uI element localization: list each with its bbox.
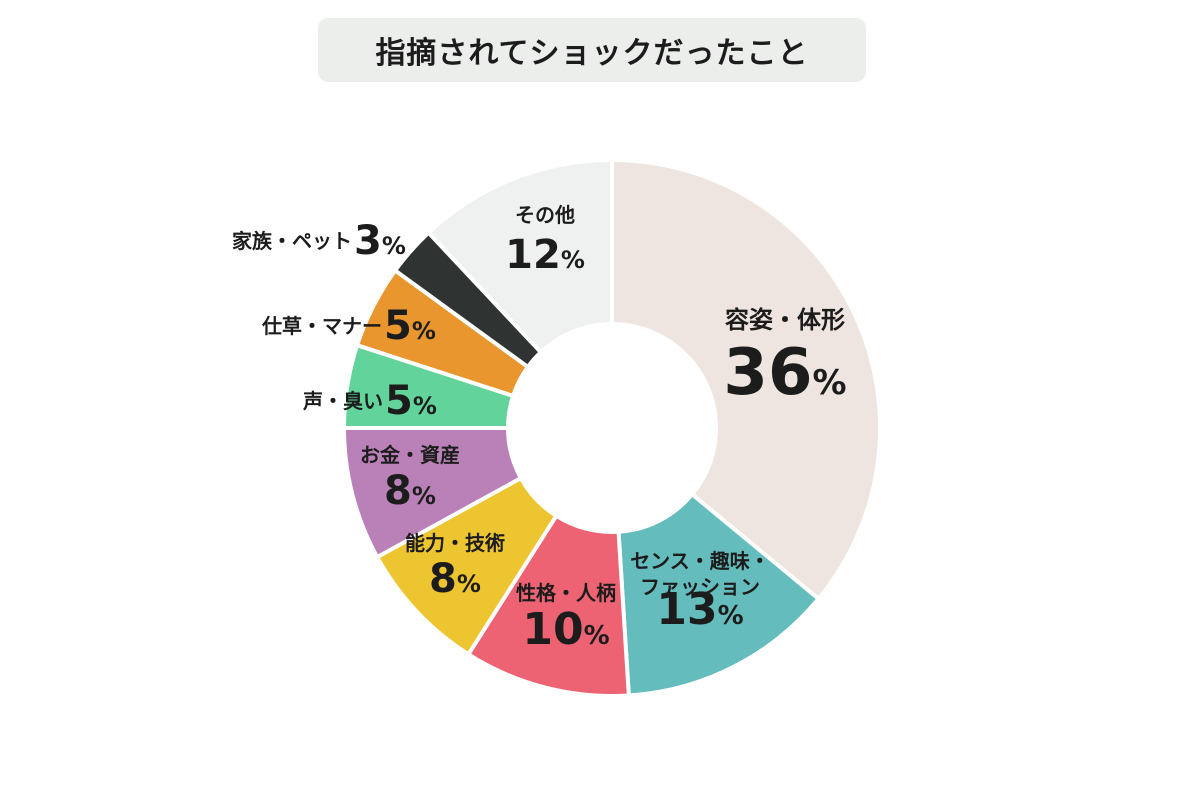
slice-label-8: 家族・ペット: [232, 229, 352, 253]
slice-value-1: 36%: [723, 336, 846, 410]
slice-label-7: 仕草・マナー: [261, 314, 382, 338]
slice-value-3: 10%: [522, 604, 609, 655]
slice-value-2: 13%: [656, 584, 743, 635]
slice-label-2: センス・趣味・: [630, 549, 770, 573]
slice-label-1: 容姿・体形: [725, 306, 845, 334]
slice-3: [465, 513, 631, 698]
slice-label-5: お金・資産: [360, 443, 460, 467]
slice-2: [616, 491, 822, 698]
slice-value-8: 3%: [354, 218, 406, 264]
slice-label-4: 能力・技術: [405, 531, 505, 555]
chart-title-box: 指摘されてショックだったこと: [318, 18, 866, 82]
slice-value-5: 8%: [384, 468, 436, 514]
slice-value-9: 12%: [505, 232, 585, 278]
slice-value-4: 8%: [429, 556, 481, 602]
slice-value-7: 5%: [384, 303, 436, 349]
slice-label-9: その他: [515, 203, 575, 227]
slice-9: [425, 157, 614, 356]
slice-label-2-line2: ファッション: [640, 575, 760, 599]
chart-title: 指摘されてショックだったこと: [375, 36, 809, 71]
slice-label-3: 性格・人柄: [516, 581, 616, 605]
slice-value-6: 5%: [385, 378, 437, 424]
slice-label-6: 声・臭い: [302, 389, 383, 413]
slice-1: [610, 157, 882, 602]
